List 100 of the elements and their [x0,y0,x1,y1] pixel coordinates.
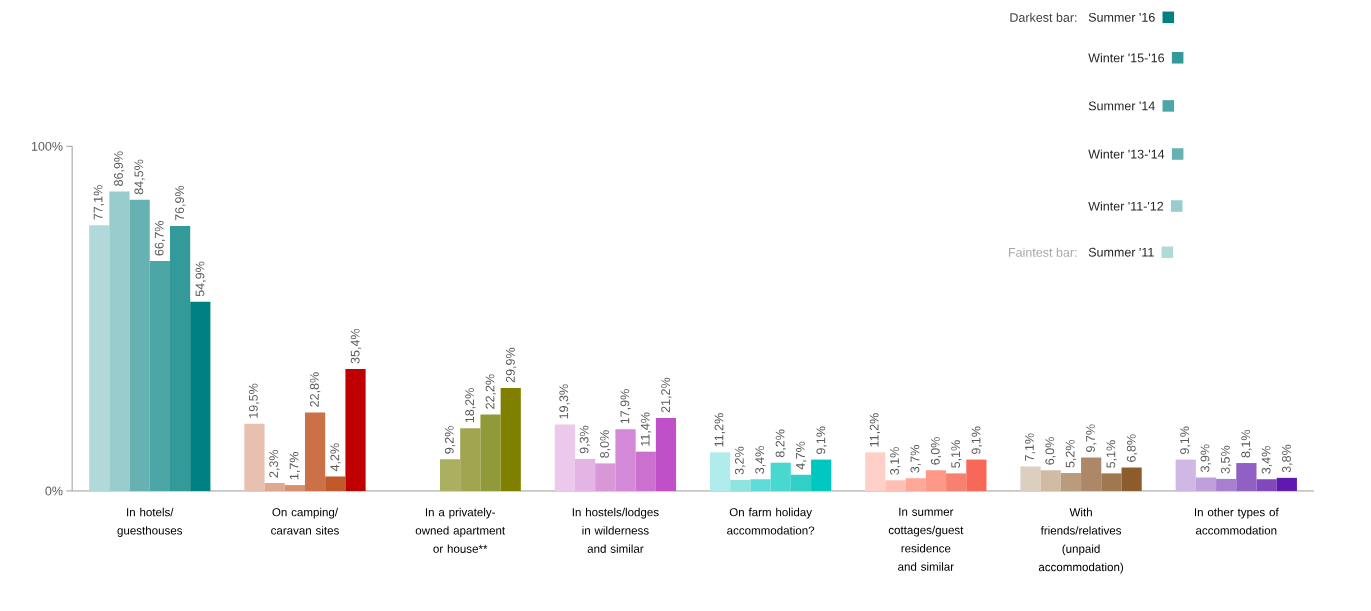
data-label: 6,8% [1126,434,1138,462]
x-tick-label: In hotels/ guesthouses [117,507,183,537]
data-label: 29,9% [505,347,517,383]
bar [1236,462,1257,491]
bar [1175,459,1196,491]
data-label: 8,1% [1241,429,1252,458]
legend-label: Summer '16 [1088,12,1155,22]
bar [1256,479,1277,491]
annotation: Faintest bar: [1009,247,1077,257]
bar [1081,457,1102,491]
data-label: 22,2% [485,374,496,409]
bar [966,459,987,491]
data-label: 77,1% [93,185,104,220]
bar [595,463,616,491]
data-label: 84,5% [134,159,145,195]
data-label: 7,1% [1025,433,1036,461]
bar [554,424,575,491]
data-label: 3,8% [1282,444,1293,473]
data-label: 5,2% [1065,439,1077,468]
bar [1040,470,1061,491]
data-label: 9,3% [579,425,591,454]
data-label: 18,2% [465,388,476,423]
y-tick-label: 100% [31,141,63,151]
bar [1121,467,1142,491]
data-label: 11,4% [640,412,652,446]
data-label: 9,7% [1086,424,1097,452]
bar [1216,478,1237,491]
bar [615,429,636,491]
data-label: 19,5% [248,383,260,418]
bar [1060,472,1082,491]
data-label: 9,1% [971,426,982,454]
bar [1020,466,1041,491]
data-label: 4,7% [796,441,807,470]
data-label: 3,2% [734,446,746,475]
text: Darkest bar: [1010,12,1077,22]
bar [439,459,461,491]
bar [244,423,265,491]
data-label: 3,4% [755,446,766,474]
bar [345,368,366,491]
data-label: 3,7% [910,444,921,473]
bar [169,225,191,491]
data-label: 11,2% [869,413,881,447]
data-label: 66,7% [154,220,166,256]
data-label: 22,8% [309,372,321,407]
data-label: 76,9% [175,185,186,221]
legend-label: Winter '11-'12 [1088,201,1164,211]
bar [750,479,771,491]
bar [109,191,130,491]
bar [1101,473,1122,491]
y-tick-label: 0% [45,486,63,496]
data-label: 9,2% [444,426,456,454]
bar [149,260,170,491]
data-label: 11,2% [714,413,725,447]
data-label: 9,1% [816,426,827,454]
data-label: 2,3% [269,449,280,478]
x-tick-label: In hostels/lodges in wilderness and similar [572,507,659,553]
x-tick-label: In a privately-owned apartment or house** [415,507,506,553]
data-label: 8,0% [600,430,611,458]
data-label: 4,2% [330,443,341,472]
data-label: 3,1% [890,447,901,475]
bar [925,470,947,491]
bar [304,412,326,491]
bar [730,479,751,491]
data-label: 1,7% [289,451,300,479]
data-label: 54,9% [195,261,206,297]
bar [500,387,521,491]
bar [1195,477,1217,491]
data-label: 9,1% [1180,426,1191,454]
x-tick-label: In summer cottages/guest residence and similar [888,507,964,571]
data-label: 5,1% [1106,440,1117,468]
data-label: 3,9% [1200,444,1211,472]
bar [574,458,596,491]
bar [865,452,886,491]
bar [284,484,305,491]
bar [325,476,346,491]
bar [770,462,791,491]
legend-label: Summer '11 [1088,247,1154,257]
bar [190,301,211,491]
bar [790,474,812,491]
data-label: 5,1% [951,440,962,468]
x-tick-label: On camping/ caravan sites [271,507,339,535]
bar [1276,477,1297,491]
bar [905,478,926,491]
bar [460,428,481,491]
bar [264,482,285,491]
data-label: 3,5% [1220,445,1232,474]
data-label: 6,0% [1045,437,1056,465]
bar [89,225,110,491]
bar [635,451,656,491]
bar [655,417,677,491]
bar [129,199,150,491]
data-label: 86,9% [114,151,125,186]
bar [811,459,832,491]
x-tick-label: On farm holiday accommodation? [727,507,815,535]
data-label: 19,3% [559,384,570,419]
legend-label: Winter '15-'16 [1088,53,1165,63]
data-label: 21,2% [661,377,672,413]
bar [480,414,501,491]
data-label: 6,0% [930,437,942,465]
bar [885,480,906,491]
